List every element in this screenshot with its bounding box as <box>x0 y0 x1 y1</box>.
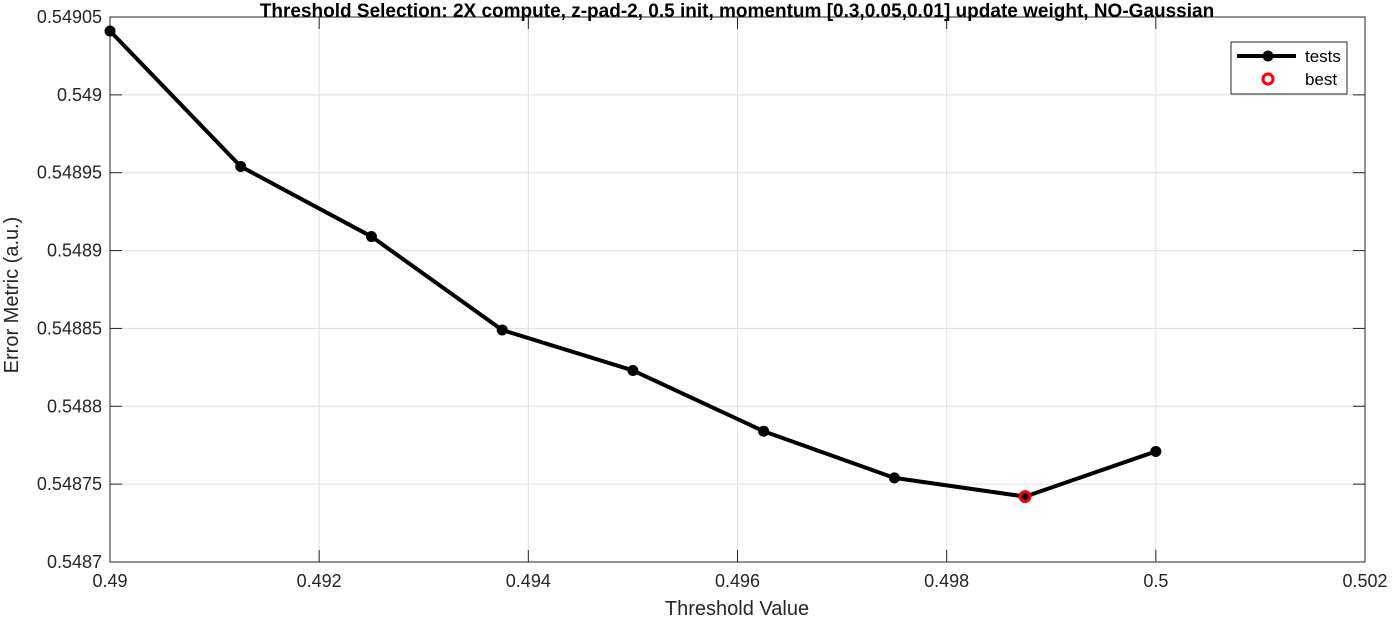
series-tests-point <box>496 324 508 336</box>
series-tests-point <box>758 425 770 437</box>
x-tick-label: 0.49 <box>92 571 127 591</box>
series-best-point <box>1018 490 1032 504</box>
series-tests-point <box>365 231 377 243</box>
x-tick-label: 0.502 <box>1342 571 1387 591</box>
legend-best-marker <box>1261 72 1275 86</box>
series-group <box>104 25 1162 504</box>
y-axis-label: Error Metric (a.u.) <box>1 217 23 374</box>
series-tests-point <box>235 160 247 172</box>
y-tick-labels: 0.5487 0.54875 0.5488 0.54885 0.5489 0.54895 0… <box>37 7 102 572</box>
series-tests-point <box>627 364 639 376</box>
legend-tests-label: tests <box>1305 47 1341 66</box>
chart-title: Threshold Selection: 2X compute, z-pad-2… <box>260 1 1214 22</box>
x-tick-label: 0.498 <box>924 571 969 591</box>
y-tick-label: 0.54895 <box>37 163 102 183</box>
ticks <box>109 16 1366 563</box>
x-tick-labels: 0.49 0.492 0.494 0.496 0.498 0.5 0.502 <box>92 571 1387 591</box>
legend-tests-marker <box>1262 50 1274 62</box>
x-axis-label: Threshold Value <box>665 598 809 618</box>
y-tick-label: 0.549 <box>57 85 102 105</box>
y-tick-label: 0.5489 <box>47 241 102 261</box>
x-tick-label: 0.492 <box>297 571 342 591</box>
y-tick-label: 0.54875 <box>37 474 102 494</box>
legend: tests best <box>1230 41 1348 95</box>
x-tick-label: 0.496 <box>715 571 760 591</box>
y-tick-label: 0.54905 <box>37 7 102 27</box>
series-tests-point <box>888 472 900 484</box>
series-tests-point <box>104 25 116 37</box>
y-tick-label: 0.5488 <box>47 396 102 416</box>
y-tick-label: 0.5487 <box>47 552 102 572</box>
legend-best-label: best <box>1305 70 1337 89</box>
legend-box <box>1230 41 1348 95</box>
x-tick-label: 0.494 <box>506 571 551 591</box>
y-tick-label: 0.54885 <box>37 318 102 338</box>
series-tests-point <box>1150 445 1162 457</box>
x-tick-label: 0.5 <box>1143 571 1168 591</box>
